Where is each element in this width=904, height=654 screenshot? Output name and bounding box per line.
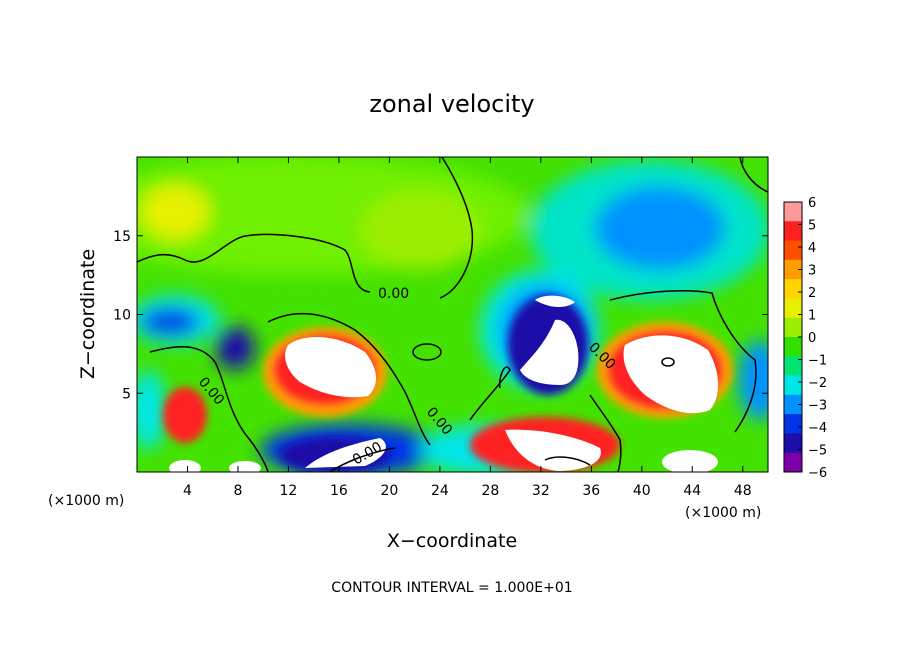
colorbar-swatch [784, 221, 802, 242]
left-blue-patch [215, 326, 255, 370]
colorbar-swatch [784, 375, 802, 396]
colorbar-swatch [784, 259, 802, 280]
contour-center [267, 312, 431, 446]
colorbar-tick-label: −2 [808, 376, 827, 391]
left-low-cyan [137, 370, 166, 450]
footer-contour-interval: CONTOUR INTERVAL = 1.000E+01 [331, 580, 572, 596]
x-tick-label: 32 [532, 483, 550, 499]
colorbar-swatch [784, 433, 802, 454]
colorbar-swatch [784, 240, 802, 261]
x-tick-label: 48 [734, 483, 752, 499]
colorbar-tick-label: 1 [808, 309, 816, 324]
x-axis-label: X−coordinate [387, 530, 517, 552]
right-low-cyan [738, 340, 768, 420]
x-axis-ticks: 4 8 12 16 20 24 28 32 36 40 44 48 [183, 157, 752, 499]
colorbar-ticks: 6 5 4 3 2 1 0 −1 −2 −3 −4 −5 −6 [798, 196, 827, 481]
plot-area: 0.00 0.00 0.00 0.00 0.00 [137, 157, 768, 472]
colorbar-tick-label: 2 [808, 286, 816, 301]
contour-mid-arc [469, 366, 511, 421]
contour-right [609, 290, 757, 433]
white-saturated-center [285, 336, 376, 398]
x-tick-label: 24 [431, 483, 449, 499]
contour-left-mid [149, 345, 269, 472]
colorbar-swatch [784, 394, 802, 415]
contour-bottom [329, 447, 396, 472]
chart-title: zonal velocity [369, 90, 534, 118]
x-tick-label: 4 [183, 483, 192, 499]
contour-lines [137, 157, 768, 472]
x-tick-label: 16 [330, 483, 348, 499]
colorbar-swatch [784, 298, 802, 319]
x-tick-label: 40 [633, 483, 651, 499]
contour-upper-right [439, 157, 474, 299]
white-saturated-bottom [305, 438, 386, 468]
x-unit-right: (×1000 m) [685, 505, 761, 521]
colorbar-tick-label: 6 [808, 196, 816, 211]
x-tick-label: 36 [582, 483, 600, 499]
x-tick-label: 12 [280, 483, 298, 499]
white-saturated-bottom-right [505, 429, 601, 471]
contour-label-1: 0.00 [378, 286, 409, 302]
y-axis-label: Z−coordinate [77, 249, 99, 379]
colorbar-swatch [784, 452, 802, 473]
colorbar-swatch [784, 356, 802, 377]
left-hot-patch [163, 387, 207, 443]
colorbar-swatch [784, 279, 802, 299]
contour-right-edge [739, 157, 768, 193]
light-green-patch [360, 190, 480, 270]
x-tick-label: 44 [683, 483, 701, 499]
x-tick-label: 28 [481, 483, 499, 499]
contour-upper [137, 233, 371, 293]
mid-left-blue [140, 308, 200, 336]
white-saturated-small-right [662, 450, 718, 472]
y-tick-label: 15 [113, 229, 131, 245]
x-unit-left: (×1000 m) [48, 493, 124, 509]
y-tick-label: 5 [122, 386, 131, 402]
colorbar-tick-label: 5 [808, 219, 816, 234]
contour-right-low [589, 394, 622, 472]
colorbar-swatch [784, 317, 802, 338]
y-tick-label: 10 [113, 308, 131, 324]
contour-small-loop [661, 357, 675, 367]
colorbar-tick-label: −1 [808, 354, 827, 369]
blue-region-upper-right [595, 186, 725, 270]
white-saturated-top [535, 295, 575, 307]
colorbar-tick-label: 3 [808, 264, 816, 279]
colorbar-swatch [784, 337, 802, 357]
contour-small-loop-2 [412, 343, 442, 361]
colorbar-tick-label: 4 [808, 241, 816, 256]
white-saturated-small-left [169, 460, 201, 472]
contour-bottom-right [544, 456, 591, 466]
white-saturated-right [623, 335, 719, 414]
colorbar-tick-label: −3 [808, 399, 827, 414]
x-tick-label: 8 [233, 483, 242, 499]
white-saturated-small-mid [229, 461, 261, 472]
y-axis-ticks: 5 10 15 [113, 229, 768, 402]
colorbar-tick-label: −4 [808, 421, 827, 436]
white-saturated-purple [520, 319, 579, 385]
colorbar-tick-label: 0 [808, 331, 816, 346]
x-tick-label: 20 [380, 483, 398, 499]
colorbar-swatch [784, 202, 802, 222]
colorbar [784, 202, 802, 473]
colorbar-tick-label: −6 [808, 466, 827, 481]
colorbar-swatch [784, 414, 802, 434]
colorbar-tick-label: −5 [808, 444, 827, 459]
yellow-patch [140, 184, 210, 240]
